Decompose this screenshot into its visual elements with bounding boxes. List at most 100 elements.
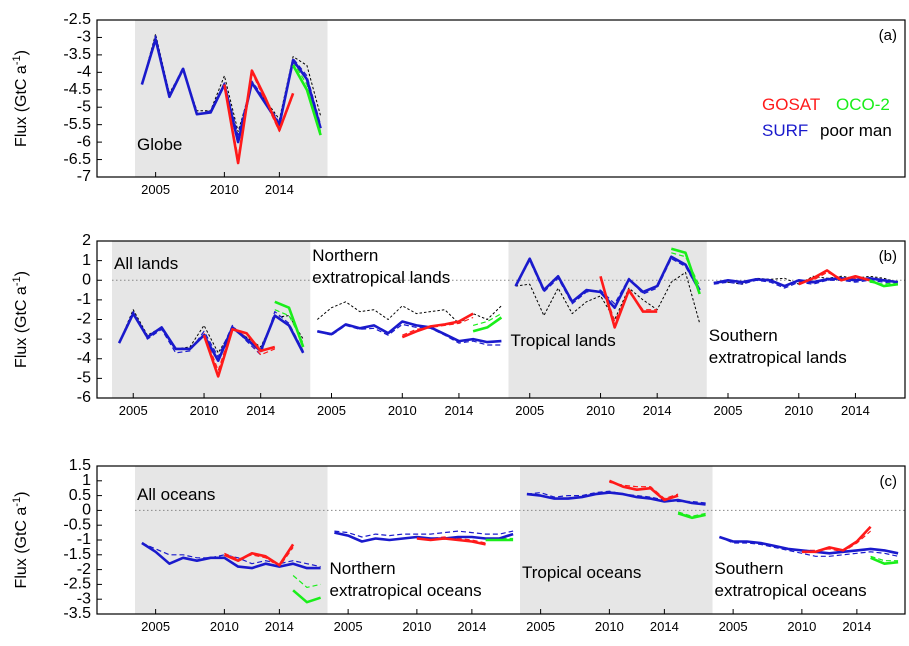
y-tick-label: -3 (77, 29, 91, 46)
region-label: extratropical oceans (330, 581, 482, 600)
region-shade (135, 20, 328, 177)
region-label: extratropical oceans (715, 581, 867, 600)
series-line-gosat (798, 269, 870, 286)
series-line-oco2-dashed (472, 313, 502, 326)
region-label: Southern (715, 559, 784, 578)
x-tick-label: 2014 (650, 619, 679, 634)
y-tick-label: -4.5 (63, 81, 91, 98)
region-label: All oceans (137, 485, 215, 504)
series-line-surf (140, 37, 322, 144)
y-tick-label: -3.5 (63, 46, 91, 63)
series-line-gosat (202, 327, 276, 378)
series-line-poorman (316, 301, 502, 324)
y-tick-label: 0 (82, 271, 91, 288)
series-line-surf (334, 531, 514, 543)
y-tick-label: -0.5 (63, 516, 91, 533)
y-tick-label: 1 (82, 472, 91, 489)
series-line-surf (317, 320, 502, 344)
y-tick-label: -3 (77, 330, 91, 347)
region-shade (135, 466, 328, 614)
y-tick-label: -5 (77, 98, 91, 115)
x-tick-label: 2010 (595, 619, 624, 634)
legend-oco2: OCO-2 (836, 95, 890, 114)
series-line-surf (526, 491, 706, 506)
legend-gosat: GOSAT (762, 95, 820, 114)
x-tick-label: 2005 (317, 403, 346, 418)
x-tick-label: 2014 (457, 619, 486, 634)
y-tick-label: 2 (82, 232, 91, 249)
x-tick-label: 2005 (141, 619, 170, 634)
y-tick-label: -2 (77, 311, 91, 328)
region-label: Tropical lands (511, 331, 616, 350)
region-label: extratropical lands (709, 348, 847, 367)
y-tick-label: -2.5 (63, 576, 91, 593)
series-line-gosat (801, 525, 872, 554)
region-shade (508, 241, 707, 398)
y-tick-label: -6.5 (63, 151, 91, 168)
panel-2: -6 -5 -4 -3 -2 -1 0 1 2 Flux (GtC a-1) (b) 2005 2010… (11, 232, 906, 418)
series-line-gosat (401, 312, 474, 339)
panel-tag: (b) (879, 248, 897, 265)
series-line-oco2 (869, 279, 899, 288)
x-tick-label: 2014 (841, 403, 870, 418)
x-tick-label: 2010 (586, 403, 615, 418)
x-tick-label: 2010 (388, 403, 417, 418)
series-line-oco2 (472, 316, 503, 333)
x-tick-label: 2005 (714, 403, 743, 418)
x-tick-label: 2014 (842, 619, 871, 634)
series-line-gosat-dashed (599, 278, 658, 323)
x-tick-label: 2010 (210, 182, 239, 197)
x-tick-label: 2005 (515, 403, 544, 418)
series-line-oco2-dashed (870, 555, 899, 562)
y-tick-label: -5.5 (63, 116, 91, 133)
region-label: Southern (709, 326, 778, 345)
series-line-gosat (608, 479, 679, 502)
x-tick-label: 2005 (526, 619, 555, 634)
x-tick-label: 2010 (787, 619, 816, 634)
x-tick-label: 2005 (141, 182, 170, 197)
x-tick-label: 2010 (784, 403, 813, 418)
x-tick-label: 2014 (444, 403, 473, 418)
y-tick-label: 1 (82, 252, 91, 269)
series-line-oco2 (677, 512, 706, 520)
y-tick-label: -5 (77, 370, 91, 387)
x-tick-label: 2010 (190, 403, 219, 418)
y-tick-label: -4 (77, 350, 91, 367)
x-tick-label: 2014 (265, 619, 294, 634)
series-line-oco2-dashed (292, 575, 321, 589)
series-line-oco2-dashed (677, 511, 706, 517)
x-tick-label: 2014 (643, 403, 672, 418)
y-tick-label: -3.5 (63, 605, 91, 622)
y-tick-label: 1.5 (69, 457, 91, 474)
x-tick-label: 2014 (246, 403, 275, 418)
series-line-surf-dashed (334, 530, 514, 538)
series-line-surf (117, 312, 305, 363)
y-tick-label: 0 (82, 502, 91, 519)
region-label: Tropical oceans (522, 563, 641, 582)
plot-frame (96, 19, 906, 178)
series-line-gosat (223, 69, 295, 165)
series-line-oco2 (670, 247, 701, 295)
y-axis-label: Flux (GtC a-1) (11, 50, 30, 147)
y-tick-label: 0.5 (69, 487, 91, 504)
panel-1: -7-6.5-6-5.5-5-4.5-4-3.5-3-2.5 Flux (GtC … (11, 11, 906, 197)
y-axis-label: Flux (GtC a-1) (11, 492, 30, 589)
series-line-surf-dashed (141, 542, 321, 568)
series-line-oco2 (274, 300, 305, 348)
legend: GOSAT OCO-2 SURF poor man (762, 95, 892, 140)
y-tick-label: -4 (77, 64, 91, 81)
y-tick-label: -6 (77, 133, 91, 150)
x-tick-label: 2010 (210, 619, 239, 634)
x-tick-label: 2005 (334, 619, 363, 634)
series-line-oco2 (292, 589, 322, 604)
legend-surf: SURF (762, 121, 808, 140)
y-axis-label: Flux (GtC a-1) (11, 271, 30, 368)
series-line-gosat-dashed (224, 547, 294, 568)
series-line-poorman (515, 271, 701, 324)
x-tick-label: 2010 (402, 619, 431, 634)
panel-tag: (a) (879, 27, 897, 44)
series-line-oco2 (291, 64, 322, 136)
x-tick-label: 2005 (719, 619, 748, 634)
region-label: All lands (114, 254, 178, 273)
region-shade (112, 241, 311, 398)
